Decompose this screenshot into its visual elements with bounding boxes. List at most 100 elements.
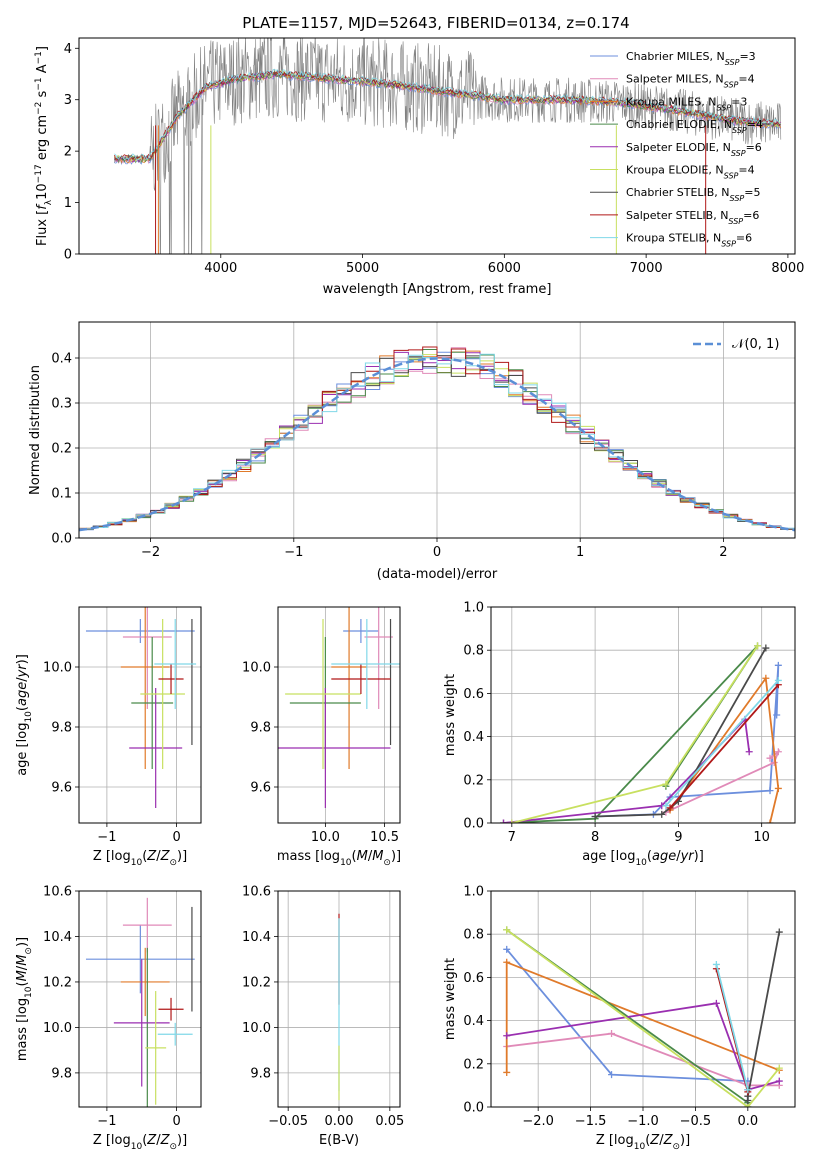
- residuals-y-label: Normed distribution: [28, 365, 43, 495]
- mass-weight-vs-age-plot-area: [499, 642, 782, 823]
- weight-marker-chabrier_stelib: [775, 928, 783, 936]
- weight-line-salpeter_elodie: [506, 1002, 780, 1091]
- residuals-plot-area: [79, 346, 795, 533]
- legend-label-salpeter_elodie: Salpeter ELODIE, NSSP=6: [626, 141, 762, 158]
- mass-vs-ebv-x-label: E(B-V): [319, 1133, 359, 1148]
- weight-marker-kroupa_stelib: [712, 960, 720, 968]
- weight-marker-chabrier_miles: [503, 945, 511, 953]
- weight-marker-kroupa_miles: [766, 819, 774, 823]
- legend-label-chabrier_elodie: Chabrier ELODIE, NSSP=4: [626, 118, 763, 135]
- mass-weight-vs-age-frame: [490, 606, 796, 824]
- x-tick-label: −0.5: [680, 1114, 712, 1129]
- y-tick-label: 0.8: [463, 644, 484, 659]
- y-tick-label: 0.4: [463, 1014, 484, 1029]
- weight-marker-salpeter_elodie: [503, 1032, 511, 1040]
- y-tick-label: 1.0: [463, 601, 484, 616]
- mass-vs-ebv-frame: [277, 890, 401, 1108]
- y-tick-label: 9.6: [250, 781, 271, 796]
- x-tick-label: 10.0: [311, 830, 340, 845]
- weight-marker-kroupa_miles: [503, 958, 511, 966]
- y-tick-label: 2: [64, 145, 72, 160]
- weight-marker-kroupa_stelib: [774, 676, 782, 684]
- spectrum-axes: 4000 5000 6000 7000 8000 0 1 2 3 4: [64, 42, 805, 276]
- x-tick-label: 7: [508, 830, 516, 845]
- age-vs-mass-frame: [277, 606, 401, 824]
- mass-vs-ebv-axes: −0.05 0.00 0.05 9.8 10.0 10.2 10.4 10.6: [242, 885, 404, 1130]
- weight-line-kroupa_stelib: [715, 964, 749, 1090]
- x-tick-label: −1: [97, 1114, 116, 1129]
- weight-marker-salpeter_miles: [766, 754, 774, 762]
- x-tick-label: −1.5: [575, 1114, 607, 1129]
- legend-label-kroupa_elodie: Kroupa ELODIE, NSSP=4: [626, 164, 755, 181]
- y-tick-label: 0.2: [51, 442, 72, 457]
- residuals-frame: [78, 321, 796, 539]
- weight-marker-kroupa_elodie: [662, 780, 670, 788]
- age-vs-mass-x-label: mass [log10(M/M⊙)]: [277, 849, 401, 868]
- y-tick-label: 10.6: [43, 885, 72, 900]
- spectrum-y-label: Flux [fλ10−17 erg cm−2 s−1 A−1]: [34, 46, 54, 246]
- x-tick-label: 9: [674, 830, 682, 845]
- y-tick-label: 0.4: [463, 730, 484, 745]
- weight-marker-chabrier_miles: [773, 711, 781, 719]
- x-tick-label: 8: [591, 830, 599, 845]
- mass-vs-Z-axes: −1 0 9.8 10.0 10.2 10.4 10.6: [43, 885, 201, 1129]
- weight-marker-kroupa_miles: [774, 784, 782, 792]
- gaussian-reference-curve: [79, 357, 795, 532]
- legend-gaussian-label: 𝒩(0, 1): [732, 337, 779, 352]
- x-tick-label: 0: [172, 1114, 180, 1129]
- weight-marker-chabrier_miles: [608, 1071, 616, 1079]
- weight-line-chabrier_elodie: [503, 645, 759, 823]
- y-tick-label: 10.0: [242, 1021, 271, 1036]
- x-tick-label: 5000: [346, 261, 379, 276]
- weight-line-kroupa_elodie: [511, 645, 759, 823]
- y-tick-label: 0.0: [463, 1101, 484, 1116]
- mass-vs-Z-y-label: mass [log10(M/M⊙)]: [15, 937, 34, 1061]
- x-tick-label: 8000: [771, 261, 804, 276]
- weight-marker-kroupa_miles: [762, 674, 770, 682]
- weight-marker-salpeter_miles: [770, 759, 778, 767]
- y-tick-label: 10.0: [43, 1021, 72, 1036]
- mass-weight-vs-Z-plot-area: [503, 926, 783, 1107]
- x-tick-label: −1: [97, 830, 116, 845]
- mass-weight-vs-age-y-label: mass weight: [443, 674, 458, 756]
- legend-label-chabrier_miles: Chabrier MILES, NSSP=3: [626, 50, 756, 67]
- y-tick-label: 10.0: [242, 661, 271, 676]
- y-tick-label: 4: [64, 42, 72, 57]
- residuals-x-label: (data-model)/error: [377, 567, 498, 582]
- y-tick-label: 0.2: [463, 1057, 484, 1072]
- y-tick-label: 9.8: [250, 1066, 271, 1081]
- weight-line-kroupa_miles: [669, 675, 780, 823]
- age-vs-Z-y-label: age [log10(age/yr)]: [15, 654, 34, 776]
- weight-marker-chabrier_stelib: [762, 644, 770, 652]
- x-tick-label: 0.05: [375, 1114, 404, 1129]
- weight-line-salpeter_elodie: [503, 717, 751, 823]
- figure-title: PLATE=1157, MJD=52643, FIBERID=0134, z=0…: [242, 14, 629, 32]
- y-tick-label: 0.1: [51, 487, 72, 502]
- x-tick-label: 10: [753, 830, 770, 845]
- y-tick-label: 0.3: [51, 397, 72, 412]
- weight-line-kroupa_elodie: [506, 929, 780, 1107]
- y-tick-label: 10.0: [43, 661, 72, 676]
- mass-vs-Z-x-label: Z [log10(Z/Z⊙)]: [93, 1133, 187, 1152]
- spectrum-legend: Chabrier MILES, NSSP=3 Salpeter MILES, NS…: [590, 50, 763, 248]
- mass-vs-Z-frame: [78, 890, 202, 1108]
- y-tick-label: 0.6: [463, 971, 484, 986]
- weight-marker-kroupa_miles: [503, 1068, 511, 1076]
- legend-label-kroupa_miles: Kroupa MILES, NSSP=3: [626, 95, 747, 112]
- x-tick-label: 7000: [630, 261, 663, 276]
- weight-marker-kroupa_elodie: [775, 1064, 783, 1072]
- weight-marker-kroupa_stelib: [744, 1086, 752, 1094]
- x-tick-label: −2: [141, 545, 160, 560]
- mass-weight-vs-Z-frame: [490, 890, 796, 1108]
- x-tick-label: −1: [284, 545, 303, 560]
- weight-line-salpeter_stelib: [669, 684, 779, 809]
- legend-label-salpeter_miles: Salpeter MILES, NSSP=4: [626, 73, 755, 90]
- y-tick-label: 10.6: [242, 885, 271, 900]
- x-tick-label: −1.0: [627, 1114, 659, 1129]
- age-vs-Z-frame: [78, 606, 202, 824]
- y-tick-label: 0.6: [463, 687, 484, 702]
- age-vs-Z-axes: −1 0 9.6 9.8 10.0: [43, 607, 201, 845]
- weight-marker-kroupa_elodie: [508, 819, 516, 823]
- y-tick-label: 10.4: [43, 930, 72, 945]
